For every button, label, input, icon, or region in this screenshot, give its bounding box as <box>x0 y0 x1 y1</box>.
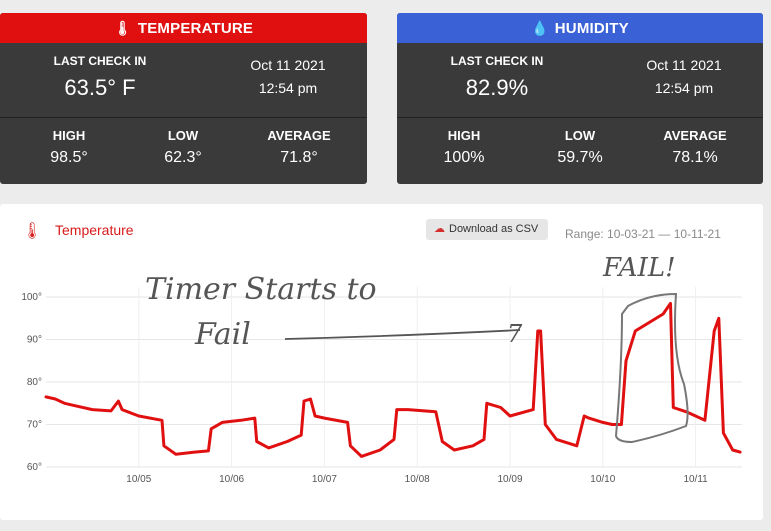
x-tick-label: 10/09 <box>497 474 522 485</box>
stat-average: AVERAGE 78.1% <box>640 128 750 167</box>
x-tick-label: 10/07 <box>312 474 337 485</box>
y-tick-label: 70° <box>27 420 42 431</box>
last-check-value: 63.5° F <box>64 75 136 100</box>
x-tick-label: 10/10 <box>590 474 615 485</box>
y-axis: 60° 70° 80° 90° 100° <box>21 292 42 473</box>
thermometer-icon: 🌡 <box>22 223 43 240</box>
y-tick-label: 80° <box>27 377 42 388</box>
stat-low: LOW 59.7% <box>525 128 635 167</box>
stat-high: HIGH 98.5° <box>14 128 124 167</box>
temperature-chart: 60°70°80°90°100° 10/05 10/06 10/07 10/08 10/… <box>21 253 742 485</box>
stat-high-label: HIGH <box>52 128 86 143</box>
annotation-fail-exclaim: FAIL! <box>602 253 676 283</box>
stat-average-value: 71.8° <box>280 149 318 166</box>
humidity-last-check: LAST CHECK IN 82.9% Oct 11 2021 12:54 pm <box>397 43 763 118</box>
x-tick-label: 10/11 <box>683 474 708 485</box>
annotation-highlight-box <box>614 292 689 444</box>
chart-title: Temperature <box>55 222 134 238</box>
last-check-label: LAST CHECK IN <box>53 54 147 68</box>
last-check-time: 12:54 pm <box>654 80 714 96</box>
last-check-date: Oct 11 2021 <box>250 57 326 73</box>
annotation-arrow-head: 7 <box>507 320 523 348</box>
stat-low-value: 62.3° <box>164 149 202 166</box>
y-tick-label: 60° <box>27 462 42 473</box>
temperature-series-line <box>44 301 742 458</box>
stat-high-value: 100% <box>443 149 485 166</box>
temperature-chart-panel: 60° 70° 80° 90° 100° 10/05 10/06 10/07 10/08 10/… <box>0 204 763 520</box>
date-range: Range: 10-03-21 — 10-11-21 <box>565 227 721 241</box>
handwritten-annotations: Timer Starts to Fail 7 FAIL! <box>145 253 689 444</box>
stat-low-value: 59.7% <box>557 149 603 166</box>
stat-low-label: LOW <box>167 128 199 143</box>
humidity-stats: HIGH 100% LOW 59.7% AVERAGE 78.1% <box>397 118 763 184</box>
x-tick-label: 10/06 <box>219 474 244 485</box>
stat-high: HIGH 100% <box>409 128 519 167</box>
temperature-card: 🌡 TEMPERATURE LAST CHECK IN 63.5° F Oct 1… <box>0 13 367 184</box>
droplet-icon: 💧 <box>531 20 549 36</box>
y-tick-label: 90° <box>27 335 42 346</box>
last-check-value: 82.9% <box>465 75 529 100</box>
humidity-card: 💧 HUMIDITY LAST CHECK IN 82.9% Oct 11 202… <box>397 13 763 184</box>
temperature-stats: HIGH 98.5° LOW 62.3° AVERAGE 71.8° <box>0 118 367 184</box>
x-tick-label: 10/08 <box>405 474 430 485</box>
annotation-timer-starts: Timer Starts to <box>145 272 377 307</box>
stat-average-label: AVERAGE <box>663 128 727 143</box>
temperature-card-header: 🌡 TEMPERATURE <box>0 13 367 43</box>
download-csv-button[interactable]: ☁ Download as CSV <box>426 219 549 240</box>
last-check-time: 12:54 pm <box>258 80 318 96</box>
stat-low-label: LOW <box>564 128 596 143</box>
y-tick-label: 100° <box>21 292 42 303</box>
humidity-card-title: HUMIDITY <box>554 20 629 37</box>
stat-high-value: 98.5° <box>50 149 88 166</box>
stat-average-value: 78.1% <box>672 149 718 166</box>
annotation-arrow-line <box>284 329 521 340</box>
last-check-label: LAST CHECK IN <box>450 54 544 68</box>
temperature-card-title: TEMPERATURE <box>137 20 254 37</box>
stat-average: AVERAGE 71.8° <box>244 128 354 167</box>
x-tick-label: 10/05 <box>126 474 151 485</box>
cloud-download-icon: ☁ <box>434 223 445 235</box>
temperature-last-check: LAST CHECK IN 63.5° F Oct 11 2021 12:54 … <box>0 43 367 118</box>
stat-high-label: HIGH <box>447 128 481 143</box>
thermometer-icon: 🌡 <box>113 20 132 36</box>
download-csv-label: Download as CSV <box>449 223 539 235</box>
humidity-card-header: 💧 HUMIDITY <box>397 13 763 43</box>
last-check-date: Oct 11 2021 <box>646 57 722 73</box>
x-axis: 10/05 10/06 10/07 10/08 10/09 10/10 10/11 <box>126 474 708 485</box>
annotation-fail: Fail <box>194 317 251 352</box>
stat-average-label: AVERAGE <box>267 128 331 143</box>
stat-low: LOW 62.3° <box>128 128 238 167</box>
